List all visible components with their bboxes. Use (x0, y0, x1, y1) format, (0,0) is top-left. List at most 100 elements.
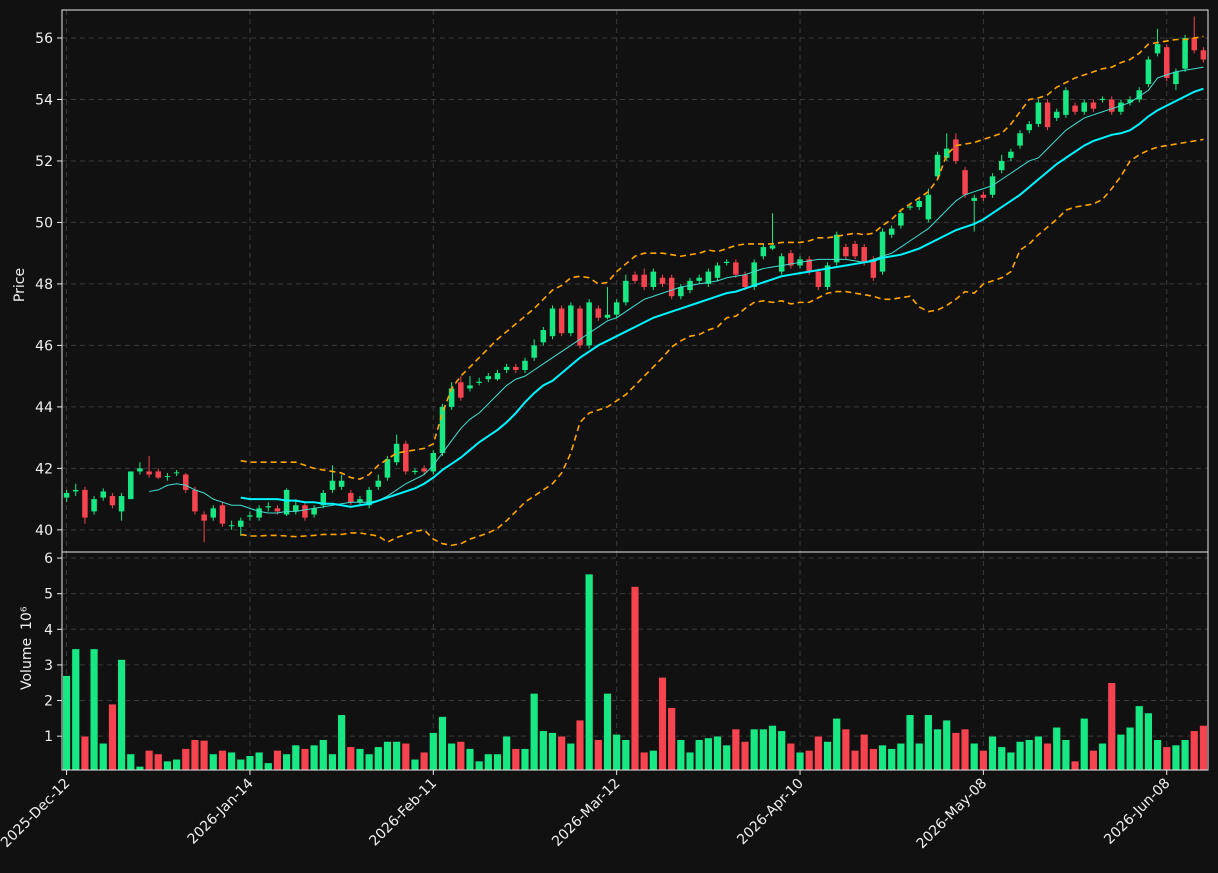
candle-body (485, 376, 492, 380)
volume-bar (1116, 734, 1126, 771)
volume-bar (630, 586, 640, 771)
volume-bar (374, 746, 383, 771)
y-tick-label: 50 (35, 215, 53, 231)
volume-bar (795, 751, 805, 771)
candle-body (228, 525, 235, 527)
volume-bar (1061, 739, 1070, 771)
volume-bar (264, 762, 273, 771)
volume-bar (172, 759, 181, 771)
volume-bar (704, 737, 713, 771)
volume-bar (273, 750, 282, 771)
candle-body (109, 496, 116, 506)
volume-bar (520, 748, 530, 771)
candle-body (925, 194, 932, 220)
volume-bar (869, 748, 878, 771)
y-tick-label: 40 (35, 523, 53, 539)
candle-body (1008, 151, 1014, 158)
candle-body (595, 308, 602, 318)
volume-bar (896, 743, 905, 771)
candle-body (1063, 90, 1069, 115)
y-tick-label: 4 (44, 622, 53, 638)
candle-body (458, 382, 464, 398)
candle-body (1081, 102, 1087, 112)
candle-body (696, 277, 702, 281)
candle-body (1173, 71, 1179, 85)
candle-body (714, 265, 721, 278)
volume-bar (740, 741, 750, 771)
candle-body (357, 499, 363, 503)
candle-body (256, 508, 262, 518)
volume-bar (695, 739, 704, 771)
volume-bar (80, 735, 90, 771)
candle-body (403, 443, 409, 472)
volume-bar (1052, 727, 1061, 771)
volume-bar (1080, 718, 1089, 771)
candle-body (769, 245, 776, 249)
volume-bar (777, 730, 786, 771)
candle-body (283, 489, 290, 515)
candle-body (962, 170, 968, 195)
volume-bar (365, 753, 374, 771)
volume-bar (685, 751, 695, 771)
volume-bar (456, 741, 465, 771)
volume-bar (218, 750, 227, 771)
volume-bar (612, 734, 621, 771)
volume-bar (960, 728, 970, 771)
candle-body (201, 514, 207, 521)
candle-body (448, 388, 455, 407)
volume-bar (566, 743, 575, 771)
candle-body (723, 261, 730, 264)
volume-bar (1034, 735, 1043, 771)
candle-body (503, 366, 510, 371)
volume-bar (144, 750, 154, 771)
candle-body (73, 489, 79, 492)
candle-body (613, 302, 620, 315)
y-tick-label: 54 (35, 92, 53, 108)
candle-body (1118, 102, 1124, 112)
volume-bar (640, 751, 649, 771)
candle-body (173, 472, 180, 474)
volume-bar (300, 748, 310, 771)
candle-body (1026, 124, 1032, 131)
candle-body (907, 206, 913, 208)
candle-body (852, 243, 858, 257)
volume-bar (227, 751, 236, 771)
volume-bar (209, 753, 218, 771)
candle-body (247, 515, 253, 517)
volume-bar (988, 735, 997, 771)
volume-bar (1153, 739, 1162, 771)
volume-bar (511, 748, 520, 771)
y-tick-label: 46 (35, 338, 53, 354)
volume-bar (282, 753, 291, 771)
candle-body (549, 308, 556, 337)
volume-bar (970, 743, 979, 771)
candle-body (833, 234, 840, 263)
candle-body (751, 262, 757, 287)
candle-body (705, 271, 712, 284)
candle-body (788, 253, 794, 266)
candle-body (531, 345, 537, 358)
candle-body (329, 480, 336, 490)
candle-body (1044, 102, 1051, 128)
volume-bar (997, 746, 1006, 771)
candle-body (311, 508, 317, 515)
candle-body (916, 200, 922, 208)
candle-body (100, 491, 107, 498)
volume-bar (1107, 682, 1116, 771)
candle-body (879, 231, 886, 272)
volume-bar (713, 735, 722, 771)
candle-body (1182, 37, 1188, 69)
candle-body (146, 471, 152, 475)
candle-body (641, 274, 647, 287)
candle-body (998, 160, 1005, 171)
volume-bar (915, 743, 924, 771)
volume-bar (905, 714, 915, 771)
candle-body (384, 459, 391, 478)
volume-bar (933, 728, 942, 771)
volume-bar (575, 719, 585, 771)
candle-body (137, 468, 143, 472)
candle-body (155, 471, 162, 478)
candle-body (778, 256, 785, 272)
y-tick-label: 56 (35, 31, 53, 47)
volume-bar (383, 741, 392, 771)
